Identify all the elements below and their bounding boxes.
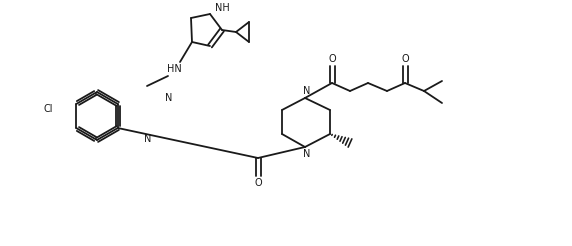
Text: Cl: Cl (43, 104, 53, 114)
Text: N: N (144, 134, 152, 144)
Text: N: N (165, 93, 173, 103)
Text: HN: HN (166, 64, 181, 74)
Text: O: O (328, 54, 336, 64)
Text: N: N (303, 149, 311, 159)
Text: NH: NH (215, 3, 230, 13)
Text: O: O (401, 54, 409, 64)
Text: O: O (254, 178, 262, 188)
Text: N: N (303, 86, 311, 96)
